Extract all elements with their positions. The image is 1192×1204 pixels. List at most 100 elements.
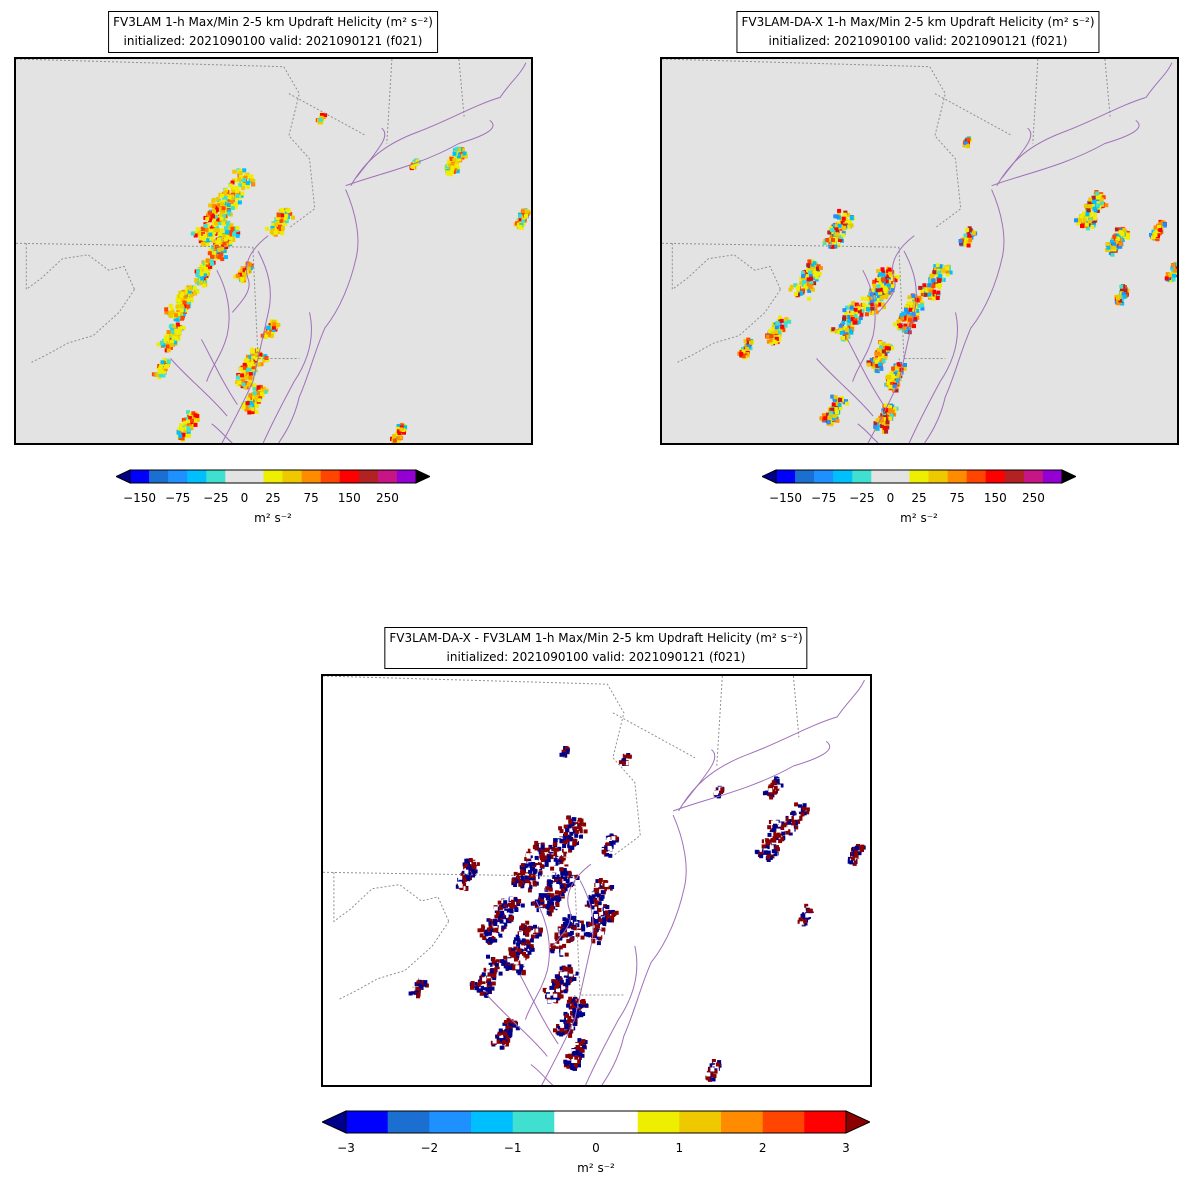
storm-pixel <box>827 230 832 235</box>
storm-pixel <box>1171 263 1176 268</box>
coastline <box>852 269 876 382</box>
coastline <box>170 358 228 417</box>
coastline <box>200 339 238 405</box>
storm-pixel <box>228 240 233 245</box>
storm-pixel <box>500 959 505 964</box>
storm-pixel <box>265 226 270 231</box>
storm-pixel <box>198 281 203 286</box>
storm-pixel <box>775 845 779 850</box>
storm-pixel <box>611 836 616 841</box>
storm-pixel <box>223 226 228 231</box>
storm-pixel <box>891 388 896 393</box>
storm-pixel <box>201 227 206 231</box>
storm-pixel <box>767 329 772 334</box>
storm-pixel <box>876 284 881 289</box>
storm-pixel <box>192 286 197 290</box>
storm-pixel <box>221 221 226 226</box>
coastline <box>355 127 386 179</box>
storm-pixel <box>168 303 173 308</box>
storm-pixel <box>826 420 831 425</box>
storm-pixel <box>247 363 252 368</box>
storm-pixel <box>488 939 493 944</box>
storm-pixel <box>581 927 586 932</box>
storm-pixel <box>235 228 240 233</box>
storm-pixel <box>481 986 486 990</box>
storm-pixel <box>205 238 210 243</box>
storm-pixel <box>562 940 566 945</box>
storm-pixel <box>170 310 175 315</box>
storm-pixel <box>230 180 235 185</box>
storm-pixel <box>447 163 452 168</box>
storm-pixel <box>534 851 539 856</box>
state-border <box>252 247 300 359</box>
storm-pixel <box>533 882 537 887</box>
storm-pixel <box>853 318 858 323</box>
storm-pixel <box>200 241 205 246</box>
storm-pixel <box>492 910 496 915</box>
storm-pixel <box>898 324 903 329</box>
storm-pixel <box>806 282 811 287</box>
storm-pixel <box>195 227 200 232</box>
storm-pixel <box>455 169 460 174</box>
storm-pixel <box>842 225 847 230</box>
storm-pixel <box>454 155 459 160</box>
storm-pixel <box>846 321 851 326</box>
storm-pixel <box>576 1051 581 1056</box>
storm-pixel <box>889 412 894 417</box>
storm-pixel <box>505 1035 510 1040</box>
storm-pixel <box>556 880 561 884</box>
storm-pixel <box>494 962 499 967</box>
storm-pixel <box>546 910 551 915</box>
storm-pixel <box>499 1034 504 1038</box>
storm-pixel <box>535 928 540 933</box>
storm-pixel <box>933 264 938 269</box>
colorbar-swatch <box>149 470 169 483</box>
storm-pixel <box>596 924 600 929</box>
storm-pixel <box>1092 212 1097 217</box>
storm-pixel <box>881 358 886 363</box>
storm-pixel <box>268 323 273 328</box>
colorbar-swatch <box>263 470 284 483</box>
storm-pixel <box>842 308 847 313</box>
colorbar-swatch <box>358 470 379 483</box>
storm-pixel <box>590 928 595 933</box>
storm-pixel <box>785 830 790 835</box>
state-border <box>898 247 946 359</box>
storm-pixel <box>799 920 804 925</box>
storm-pixel <box>563 887 568 892</box>
storm-pixel <box>477 991 482 996</box>
storm-pixel <box>874 368 879 373</box>
storm-pixel <box>1095 203 1100 208</box>
storm-pixel <box>573 1002 578 1007</box>
storm-pixel <box>164 336 169 341</box>
storm-pixel <box>486 969 491 974</box>
storm-pixel <box>483 967 488 972</box>
storm-pixel <box>484 932 489 937</box>
storm-pixel <box>254 409 259 414</box>
title-line2: initialized: 2021090100 valid: 202109012… <box>768 34 1068 48</box>
storm-pixel <box>186 410 190 415</box>
storm-pixel <box>253 396 258 401</box>
storm-pixel <box>539 927 543 932</box>
storm-pixel <box>878 362 882 367</box>
storm-pixel <box>581 1008 586 1013</box>
storm-pixel <box>504 951 509 956</box>
storm-pixel <box>492 976 497 981</box>
storm-pixel <box>230 226 235 231</box>
storm-pixel <box>247 262 252 267</box>
storm-pixel <box>198 239 203 244</box>
storm-pixel <box>497 1031 502 1036</box>
storm-pixel <box>464 858 469 863</box>
storm-pixel <box>1106 245 1111 250</box>
storm-pixel <box>238 183 243 188</box>
colorbar-swatch <box>339 470 360 483</box>
storm-pixel <box>1115 233 1120 238</box>
storm-pixel <box>875 426 880 431</box>
storm-pixel <box>232 229 237 234</box>
storm-pixel <box>232 232 236 237</box>
storm-pixel <box>246 185 250 189</box>
storm-pixel <box>844 311 848 316</box>
storm-pixel <box>567 964 572 969</box>
storm-pixel <box>818 266 823 271</box>
storm-pixel <box>179 423 183 428</box>
